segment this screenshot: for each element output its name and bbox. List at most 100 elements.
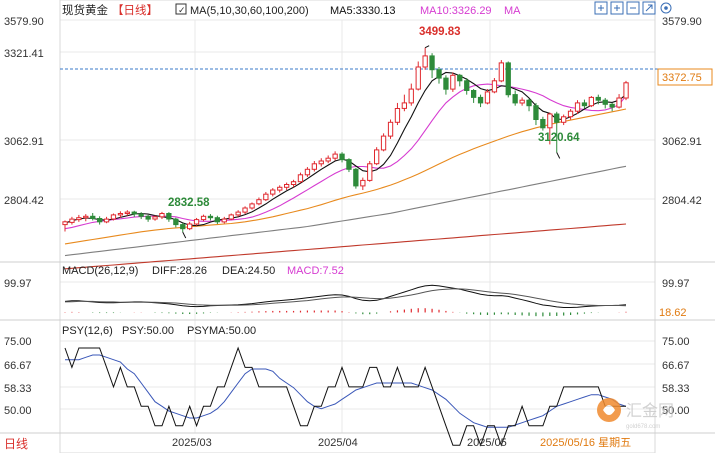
candle <box>117 211 124 218</box>
psy-axis-left-4: 50.00 <box>4 405 32 417</box>
candle-body <box>207 215 214 219</box>
candle-body <box>616 97 622 108</box>
candle <box>207 214 214 221</box>
candle-body <box>574 102 581 112</box>
plot-frame <box>59 0 656 453</box>
zoom-in-icon[interactable] <box>610 1 624 15</box>
candle <box>581 99 588 109</box>
candle-body <box>380 135 387 151</box>
psyma-value: PSYMA:50.00 <box>187 325 256 337</box>
candle <box>484 89 491 105</box>
candle <box>83 214 89 222</box>
fit-icon[interactable] <box>594 1 608 15</box>
last-price-label: 3372.75 <box>662 72 702 84</box>
macd-dea: DEA:24.50 <box>222 265 275 277</box>
candle-body <box>145 215 151 220</box>
psy-axis-right-1: 75.00 <box>662 336 690 348</box>
candle-body <box>408 88 414 104</box>
candle-body <box>547 113 553 129</box>
candle <box>519 97 525 106</box>
candle-body <box>221 218 227 223</box>
ma-params: MA(5,10,30,60,100,200) <box>190 5 309 17</box>
candle-body <box>311 163 318 170</box>
month-label-2: 2025/04 <box>318 437 358 449</box>
candle <box>235 210 241 217</box>
candle <box>595 94 601 105</box>
candle <box>401 94 408 112</box>
candle-body <box>595 96 601 101</box>
month-label-3: 2025/05 <box>467 437 507 449</box>
candle-body <box>62 221 68 226</box>
candle <box>249 202 255 210</box>
candle-body <box>484 91 491 104</box>
psy-axis-left-1: 75.00 <box>4 336 32 348</box>
psy-axis-left-3: 58.33 <box>4 383 32 395</box>
watermark-url: gold678.com <box>626 424 660 430</box>
footer-period[interactable]: 日线 <box>4 437 28 451</box>
candle-body <box>491 80 498 93</box>
candle-body <box>623 82 629 99</box>
candle <box>228 213 234 221</box>
ma-toggle-checkbox[interactable] <box>175 3 187 15</box>
candle <box>464 78 470 95</box>
mid-low-marker <box>556 152 561 159</box>
candle <box>457 73 463 87</box>
candle <box>187 221 193 231</box>
price-label-left-2: 3321.41 <box>4 48 44 60</box>
candle-body <box>256 199 262 205</box>
candle-body <box>346 159 352 170</box>
psyma-line <box>65 354 627 428</box>
candle-body <box>235 211 241 216</box>
candle-body <box>138 213 144 217</box>
month-label-1: 2025/03 <box>172 437 212 449</box>
price-label-left-3: 3062.91 <box>4 136 44 148</box>
early-low-annotation: 2832.58 <box>168 197 210 209</box>
grid <box>60 19 655 433</box>
psy-axis-right-3: 58.33 <box>662 383 690 395</box>
macd-value: MACD:7.52 <box>287 265 344 277</box>
early-low-marker <box>182 231 187 239</box>
candle <box>304 167 311 178</box>
psy-axis-right-4: 50.00 <box>662 405 690 417</box>
ma5-line <box>64 71 627 227</box>
last-price-box <box>657 68 713 86</box>
candle <box>166 212 172 222</box>
candle-body <box>602 99 608 105</box>
candle <box>429 53 435 79</box>
ma60-line <box>64 165 627 257</box>
candle-body <box>581 102 588 107</box>
candle <box>616 94 622 109</box>
ma30-line <box>64 108 627 245</box>
candle-body <box>540 119 546 129</box>
candle <box>505 61 511 98</box>
candle <box>374 147 380 166</box>
candle <box>574 100 581 114</box>
candle <box>491 78 498 94</box>
candle <box>540 116 546 131</box>
candle <box>263 191 269 202</box>
zoom-out-icon[interactable] <box>626 1 640 15</box>
candle <box>221 216 227 224</box>
settings-icon[interactable] <box>660 2 672 14</box>
candle <box>443 75 449 95</box>
candle <box>609 102 615 112</box>
candle-body <box>152 216 158 220</box>
candle-body <box>290 181 297 185</box>
high-marker <box>424 45 430 49</box>
diff-line <box>64 284 627 308</box>
candle <box>90 212 96 221</box>
period-tag[interactable]: 【日线】 <box>112 3 158 17</box>
candle <box>69 216 75 225</box>
candle <box>339 152 345 163</box>
candle <box>588 96 595 108</box>
price-label-left-1: 3579.90 <box>4 16 44 28</box>
candle-body <box>429 55 435 71</box>
candle <box>124 210 130 216</box>
candle-body <box>477 96 484 104</box>
expand-icon[interactable] <box>642 1 656 15</box>
macd-diff: DIFF:28.26 <box>152 265 207 277</box>
candle-body <box>415 66 421 90</box>
candle-body <box>554 113 560 123</box>
candle-body <box>249 203 255 209</box>
candle <box>436 67 442 84</box>
